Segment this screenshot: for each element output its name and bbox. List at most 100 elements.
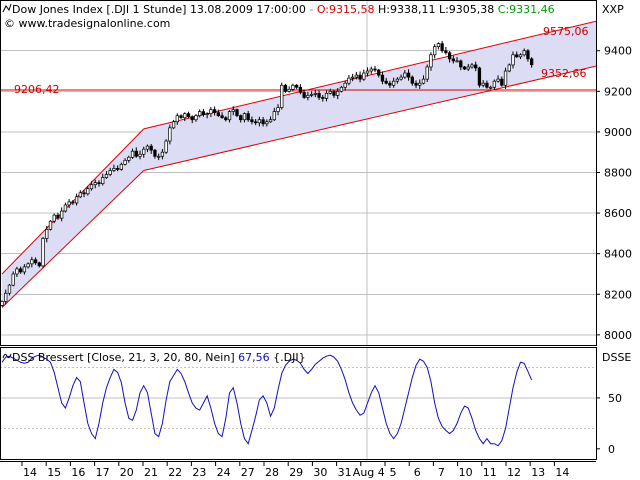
candle-body — [89, 184, 94, 190]
candle — [33, 257, 38, 265]
candle — [522, 48, 526, 57]
candle-body — [19, 268, 23, 273]
candle — [503, 67, 508, 89]
candle — [488, 85, 493, 90]
x-tick-label: 30 — [313, 466, 327, 479]
candle — [347, 75, 351, 86]
candle-body — [392, 80, 396, 86]
candle-body — [48, 220, 53, 230]
candle — [22, 264, 27, 275]
candle — [15, 266, 19, 278]
candle — [93, 179, 97, 189]
datetime-text: 13.08.2009 17:00:00 — [189, 3, 306, 16]
candle — [253, 119, 258, 126]
candle — [175, 113, 179, 125]
candle-body — [500, 78, 504, 86]
candle — [220, 112, 224, 119]
candle — [30, 256, 34, 268]
channel-lower-label: 9352,66 — [541, 67, 587, 80]
candle — [164, 139, 168, 154]
x-tick-label: 15 — [47, 466, 61, 479]
candle — [194, 114, 198, 122]
channel-area-1 — [143, 21, 596, 171]
candle — [365, 67, 370, 77]
candle — [444, 46, 448, 55]
candle — [171, 119, 176, 130]
candle — [507, 63, 511, 73]
candle-body — [56, 214, 60, 219]
candle — [309, 91, 314, 98]
candle — [313, 89, 317, 98]
candle — [201, 108, 206, 117]
price-title-line: Dow Jones Index [.DJI 1 Stunde] 13.08.20… — [2, 3, 555, 16]
x-tick-label: 17 — [96, 466, 110, 479]
x-tick-label: Aug 4 — [353, 466, 385, 479]
candle-body — [242, 113, 247, 121]
candle-body — [30, 259, 34, 265]
candle-body — [108, 170, 112, 175]
candle — [78, 190, 82, 199]
candle — [190, 115, 194, 124]
candle — [291, 83, 295, 92]
candle-body — [492, 80, 497, 88]
candle-body — [455, 60, 459, 63]
candle — [440, 40, 444, 53]
candle-body — [406, 72, 411, 78]
candle-body — [380, 74, 385, 82]
candle-body — [160, 151, 165, 157]
candle-body — [530, 58, 534, 66]
candle-body — [119, 164, 124, 170]
candle-body — [350, 76, 355, 79]
candle — [492, 79, 497, 91]
source-url: www.tradesignalonline.com — [18, 17, 171, 30]
candle — [295, 84, 299, 90]
x-tick-label: 22 — [168, 466, 182, 479]
candle-body — [276, 107, 280, 112]
candle — [153, 148, 157, 159]
x-tick-label: 14 — [555, 466, 569, 479]
candle — [119, 162, 124, 171]
candle — [362, 69, 366, 81]
candle-body — [287, 88, 291, 92]
candle-body — [451, 58, 455, 62]
candle-body — [339, 86, 344, 92]
candle — [429, 52, 433, 71]
candle-body — [399, 76, 403, 80]
candle-body — [477, 67, 482, 86]
candle — [157, 153, 161, 161]
dss-panel-icon — [2, 351, 12, 364]
candle-body — [41, 238, 45, 267]
candle — [145, 144, 150, 153]
candle-body — [291, 84, 295, 90]
price-tick-label: 8400 — [604, 248, 632, 261]
x-tick-label: 11 — [483, 466, 497, 479]
candle — [321, 94, 325, 102]
candle-body — [328, 90, 332, 94]
dss-tick-label: 0 — [608, 443, 615, 456]
close-value: C:9331,46 — [497, 3, 555, 16]
candle — [369, 66, 373, 75]
candle — [406, 69, 411, 81]
candle-body — [26, 263, 30, 268]
candle — [130, 148, 135, 159]
candle — [496, 75, 500, 83]
candle — [235, 108, 239, 118]
dss-axis-unit: DSSE — [602, 351, 632, 364]
candle — [168, 124, 172, 145]
x-axis-ticks: 14 15 16 17 20 21 22 23 24 27 28 29 30 31 Aug 4 5 6 7 10 11… — [21, 461, 569, 479]
x-tick-label: 16 — [71, 466, 85, 479]
candle-body — [466, 66, 470, 70]
candle — [384, 77, 388, 85]
candle — [212, 106, 217, 116]
dss-title: DSS Bressert [Close, 21, 3, 20, 80, Nein… — [12, 351, 235, 364]
candle — [7, 283, 12, 296]
channel-area-0 — [2, 128, 144, 308]
candle-body — [481, 82, 485, 86]
candle — [37, 261, 41, 268]
dss-y-ticks: 0 50 — [596, 392, 622, 456]
dss-tick-label: 50 — [608, 392, 622, 405]
candle-body — [522, 50, 526, 56]
candle — [332, 90, 336, 98]
candle — [250, 116, 254, 125]
candle-body — [488, 86, 493, 89]
